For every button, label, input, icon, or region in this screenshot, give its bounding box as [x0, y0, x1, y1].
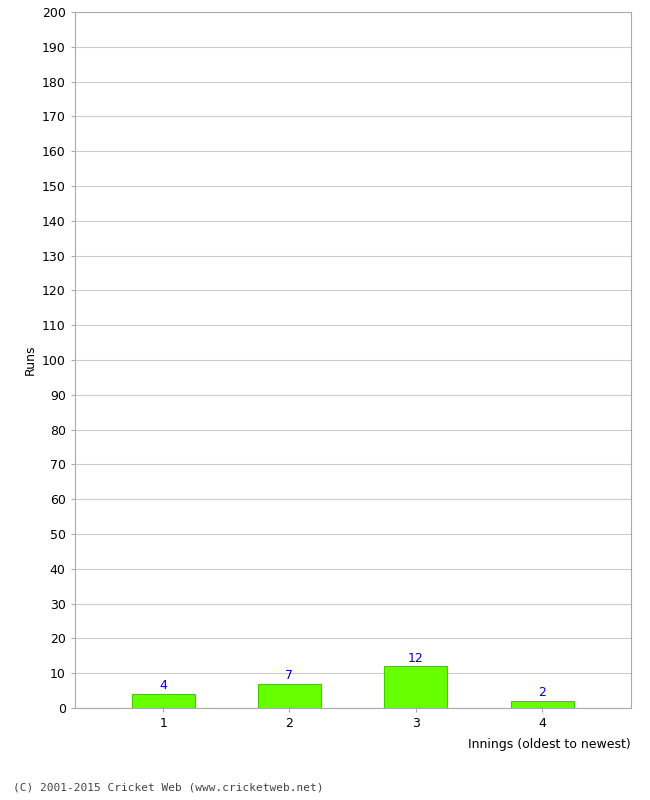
Bar [510, 701, 574, 708]
Bar [258, 684, 321, 708]
Bar [384, 666, 447, 708]
Text: (C) 2001-2015 Cricket Web (www.cricketweb.net): (C) 2001-2015 Cricket Web (www.cricketwe… [13, 782, 324, 792]
Text: 7: 7 [285, 669, 293, 682]
Text: 4: 4 [159, 679, 167, 692]
Text: 2: 2 [538, 686, 546, 699]
Text: 12: 12 [408, 651, 424, 665]
Y-axis label: Runs: Runs [23, 345, 36, 375]
Bar [131, 694, 195, 708]
X-axis label: Innings (oldest to newest): Innings (oldest to newest) [468, 738, 630, 751]
